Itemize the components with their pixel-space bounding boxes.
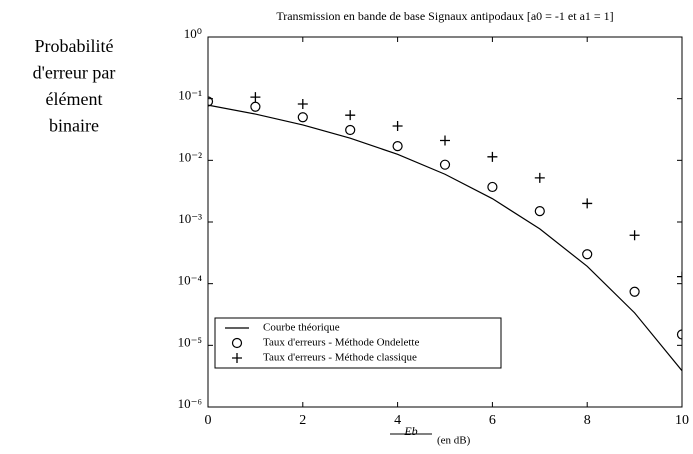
plot-layer: [208, 92, 682, 372]
circle-marker: [392, 141, 403, 152]
y-tick-label: 10⁻³: [178, 211, 202, 226]
plus-marker: [677, 271, 682, 282]
legend-swatch: [231, 337, 243, 349]
circle-marker: [345, 124, 356, 136]
plus-marker: [440, 135, 450, 146]
circle-marker: [629, 286, 640, 297]
x-axis-label: Eb: [403, 424, 417, 438]
circle-marker: [208, 96, 214, 107]
x-tick-label: 8: [584, 413, 591, 428]
circle-marker: [439, 159, 451, 170]
circle-marker: [582, 249, 593, 260]
y-tick-label: 10⁻¹: [178, 88, 202, 103]
legend-label: Taux d'erreurs - Méthode classique: [263, 352, 417, 364]
circle-marker: [250, 101, 261, 112]
circle-marker: [487, 181, 498, 193]
line: [208, 104, 682, 372]
y-tick-label: 10⁻²: [178, 149, 202, 164]
y-axis-label: élément: [46, 89, 103, 109]
y-tick-label: 10⁻⁵: [178, 334, 202, 349]
x-tick-label: 4: [394, 413, 401, 428]
y-axis-label: binaire: [49, 116, 99, 136]
y-axis-label: Probabilité: [35, 36, 114, 56]
x-tick-label: 2: [299, 413, 306, 428]
plus-marker: [629, 230, 640, 241]
x-tick-label: 10: [675, 413, 689, 428]
x-tick-label: 6: [489, 413, 496, 428]
plus-marker: [487, 151, 498, 162]
chart-title: Transmission en bande de base Signaux an…: [276, 9, 613, 23]
plus-marker: [392, 121, 403, 132]
y-tick-label: 10⁻⁶: [178, 396, 202, 411]
y-tick-label: 10⁻⁴: [178, 273, 203, 288]
plus-marker: [345, 110, 356, 121]
legend-label: Courbe théorique: [263, 322, 340, 334]
y-axis-label: d'erreur par: [33, 63, 116, 83]
legend-swatch: [232, 353, 242, 363]
circle-marker: [676, 329, 682, 340]
x-tick-label: 0: [205, 413, 212, 428]
circle-marker: [534, 206, 545, 217]
x-axis-unit: (en dB): [437, 435, 471, 447]
legend-box: [214, 317, 502, 369]
legend-label: Taux d'erreurs - Méthode Ondelette: [263, 337, 419, 349]
circle-marker: [297, 112, 308, 123]
plus-marker: [297, 98, 308, 109]
plus-marker: [250, 92, 261, 103]
plus-marker: [582, 198, 593, 209]
plus-marker: [534, 172, 545, 183]
y-tick-label: 10⁰: [184, 26, 202, 41]
